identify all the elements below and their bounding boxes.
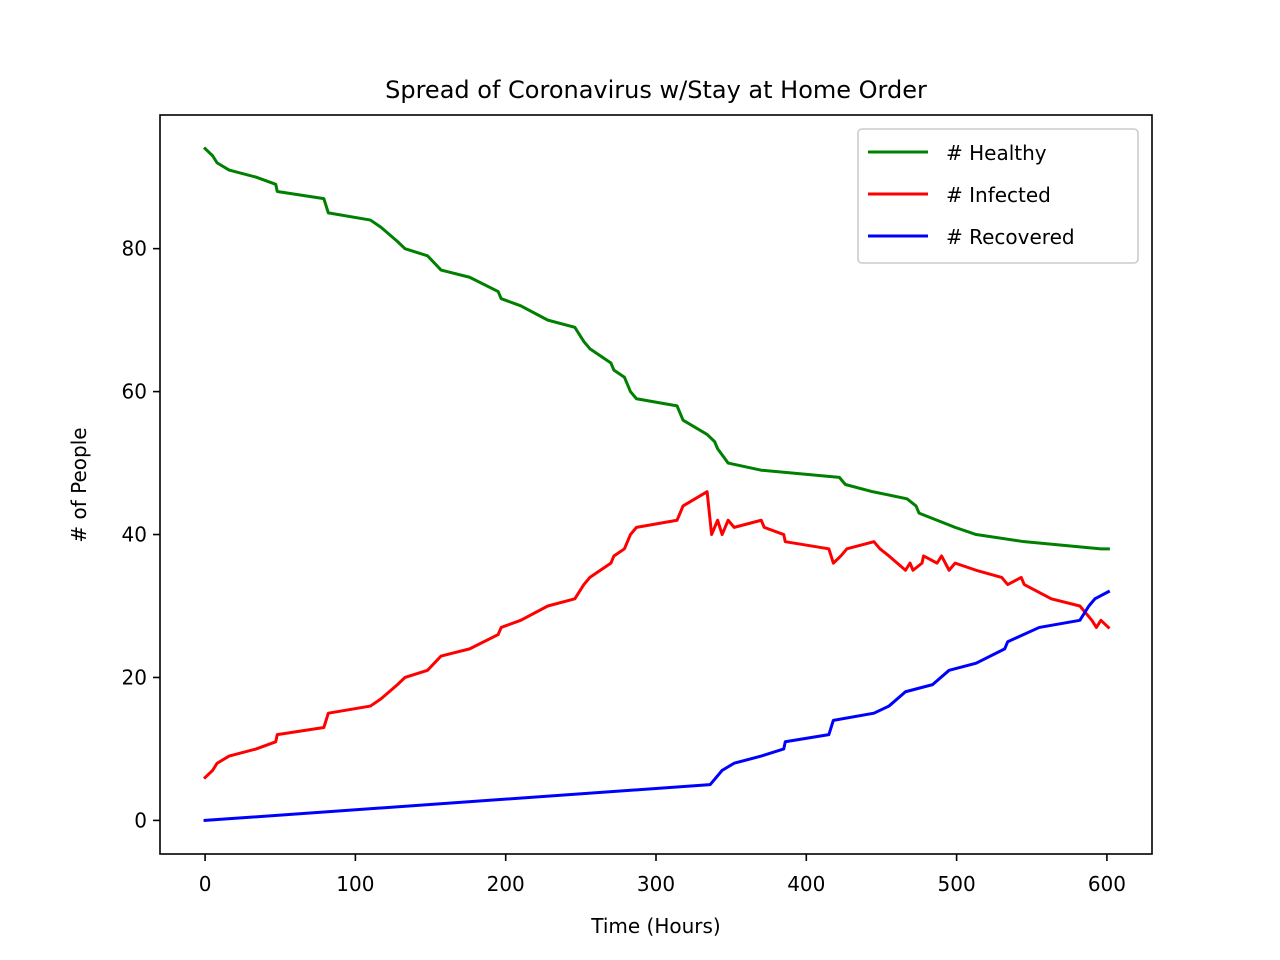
x-axis-label: Time (Hours)	[590, 914, 721, 938]
y-axis-ticks: 0 20 40 60 80	[122, 237, 160, 832]
y-tick-label: 20	[122, 665, 147, 689]
legend: # Healthy # Infected # Recovered	[857, 128, 1139, 264]
x-tick-label: 300	[637, 872, 675, 896]
x-tick-label: 100	[336, 872, 374, 896]
series-line-1	[202, 490, 1111, 780]
series-line-0	[202, 146, 1110, 551]
y-tick-label: 60	[122, 380, 147, 404]
plot-area	[202, 146, 1111, 823]
legend-label-2: # Recovered	[946, 225, 1075, 249]
legend-label-1: # Infected	[946, 183, 1051, 207]
legend-box	[857, 128, 1139, 264]
y-tick-label: 0	[134, 808, 147, 832]
x-tick-label: 200	[487, 872, 525, 896]
x-tick-label: 0	[199, 872, 212, 896]
y-axis-label: # of People	[67, 427, 91, 542]
legend-label-0: # Healthy	[946, 141, 1047, 165]
x-axis-ticks: 0 100 200 300 400 500 600	[199, 854, 1126, 896]
chart-title: Spread of Coronavirus w/Stay at Home Ord…	[385, 76, 927, 104]
x-tick-label: 500	[938, 872, 976, 896]
x-tick-label: 400	[787, 872, 825, 896]
x-tick-label: 600	[1088, 872, 1126, 896]
y-tick-label: 80	[122, 237, 147, 261]
series-line-2	[203, 589, 1111, 823]
y-tick-label: 40	[122, 523, 147, 547]
axes-frame	[159, 114, 1153, 855]
